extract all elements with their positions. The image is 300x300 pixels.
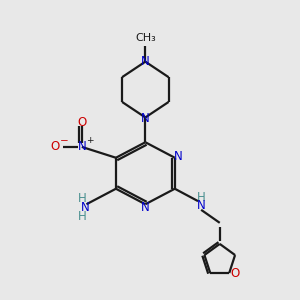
Text: H: H	[197, 191, 206, 204]
Text: N: N	[197, 199, 206, 212]
Text: N: N	[173, 150, 182, 163]
Text: N: N	[141, 201, 150, 214]
Text: H: H	[77, 209, 86, 223]
Text: N: N	[141, 55, 150, 68]
Text: O: O	[77, 116, 86, 129]
Text: O: O	[230, 267, 239, 280]
Text: H: H	[77, 192, 86, 205]
Text: CH₃: CH₃	[135, 33, 156, 43]
Text: N: N	[141, 112, 150, 124]
Text: O: O	[51, 140, 60, 153]
Text: +: +	[86, 136, 93, 145]
Text: N: N	[78, 140, 87, 153]
Text: N: N	[80, 201, 89, 214]
Text: −: −	[59, 136, 68, 146]
